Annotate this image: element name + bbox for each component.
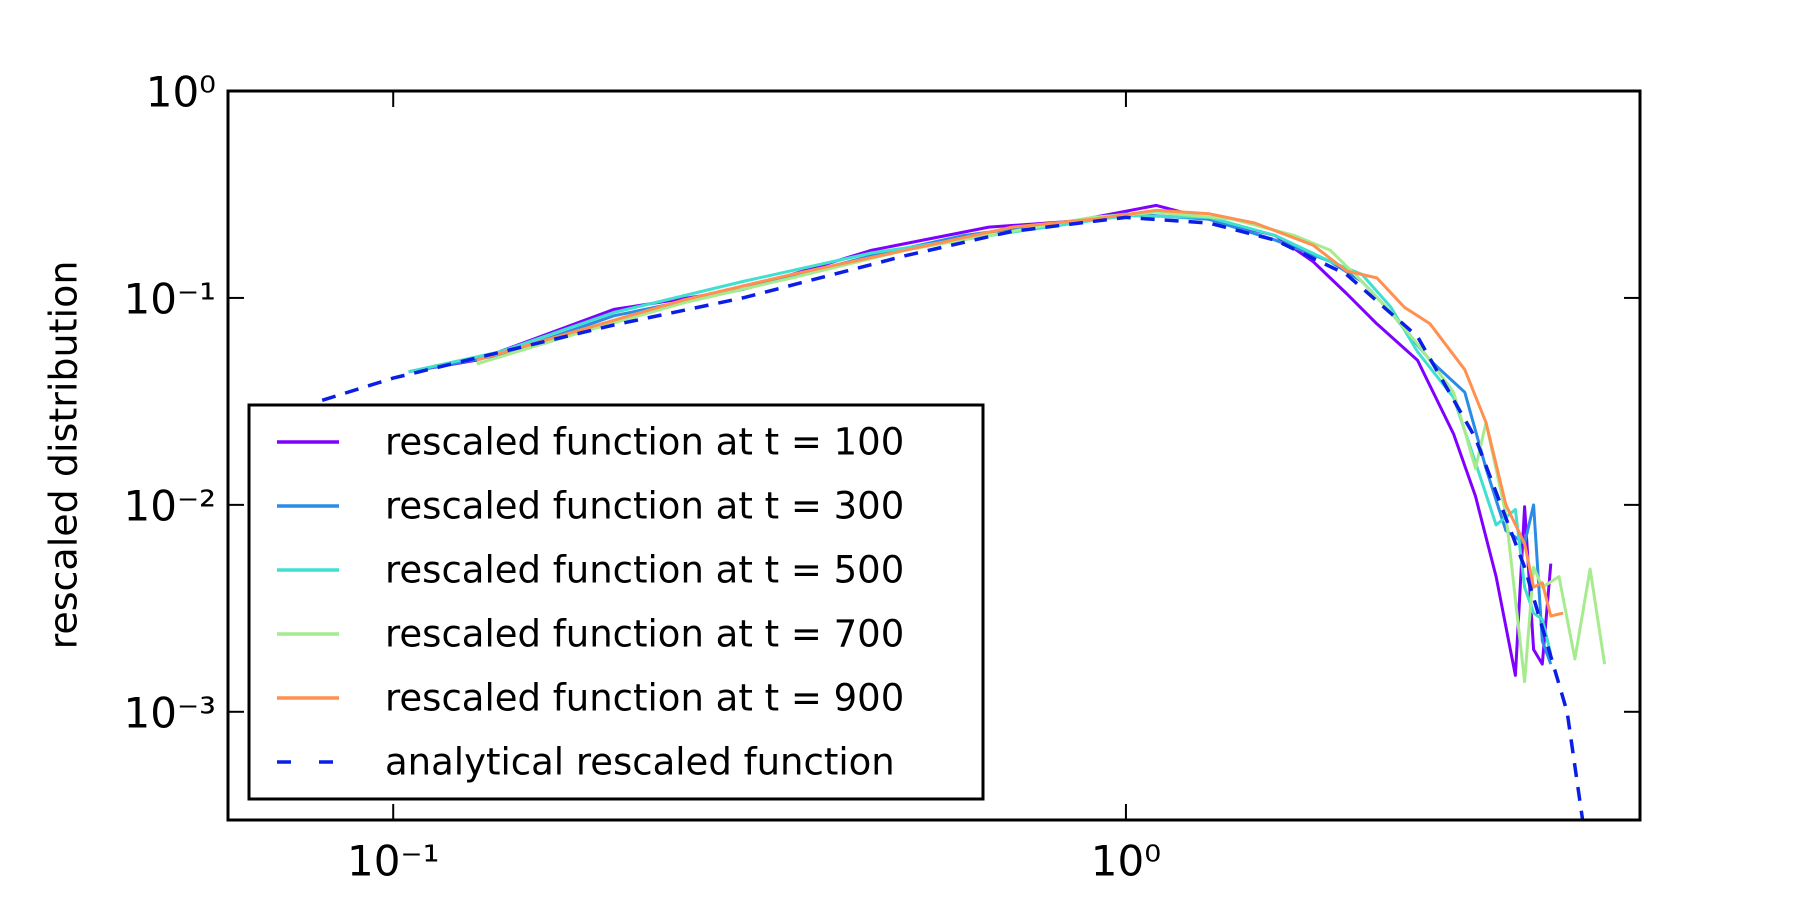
- legend-label: rescaled function at t = 300: [385, 485, 904, 528]
- y-axis-label: rescaled distribution: [42, 261, 86, 650]
- legend-label: rescaled function at t = 900: [385, 677, 904, 720]
- plot-area: [321, 203, 1607, 820]
- legend-label: analytical rescaled function: [385, 741, 895, 784]
- x-tick-label: 10⁰: [1091, 837, 1161, 886]
- plot-frame: [226, 89, 1642, 822]
- legend-box: [247, 403, 985, 801]
- y-tick-label: 10⁻²: [124, 481, 216, 530]
- y-tick-label: 10⁻³: [124, 688, 216, 737]
- y-tick-label: 10⁰: [146, 68, 216, 117]
- legend-label: rescaled function at t = 100: [385, 421, 904, 464]
- legend-label: rescaled function at t = 500: [385, 549, 904, 592]
- analytical-line: [321, 215, 1585, 820]
- x-tick-label: 10⁻¹: [347, 837, 439, 886]
- y-tick-label: 10⁻¹: [124, 274, 216, 323]
- series-line: [476, 208, 1564, 618]
- legend-label: rescaled function at t = 700: [385, 613, 904, 656]
